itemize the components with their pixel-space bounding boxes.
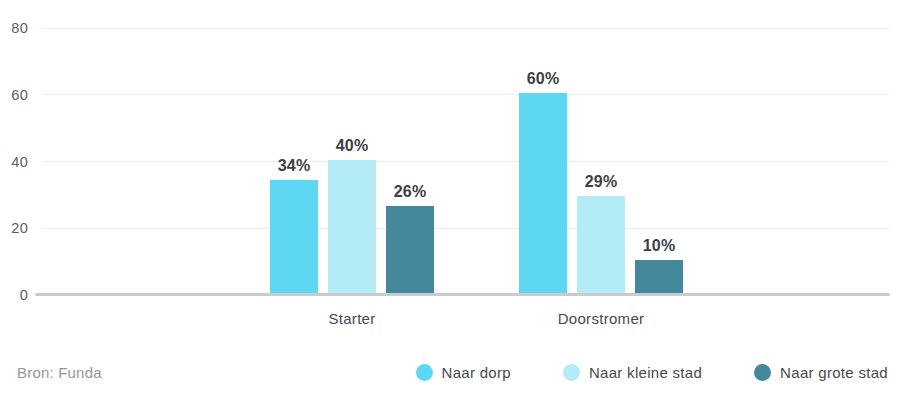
gridline-60 bbox=[42, 94, 890, 95]
y-tick-label-80: 80 bbox=[0, 19, 28, 37]
y-tick-label-60: 60 bbox=[0, 86, 28, 104]
y-tick-label-0: 0 bbox=[0, 286, 28, 304]
bar-starter-naar-grote-stad bbox=[386, 206, 434, 293]
y-tick-label-40: 40 bbox=[0, 153, 28, 171]
legend-dot-icon-naar-grote-stad bbox=[754, 364, 771, 381]
chart-footer: Bron: Funda Naar dorpNaar kleine stadNaa… bbox=[17, 357, 888, 387]
legend-label-naar-grote-stad: Naar grote stad bbox=[780, 364, 888, 381]
x-axis-baseline bbox=[35, 293, 890, 296]
plot-area: 02040608034%40%26%Starter60%29%10%Doorst… bbox=[42, 28, 890, 295]
bar-value-label-doorstromer-naar-dorp: 60% bbox=[527, 70, 560, 88]
legend-dot-icon-naar-kleine-stad bbox=[563, 364, 580, 381]
bar-value-label-doorstromer-naar-grote-stad: 10% bbox=[643, 237, 676, 255]
category-label-starter: Starter bbox=[328, 310, 375, 327]
gridline-80 bbox=[42, 28, 890, 29]
bar-cell-starter-naar-grote-stad: 26% bbox=[386, 183, 434, 293]
legend: Naar dorp Naar kleine stad Naar grote stad bbox=[416, 364, 889, 381]
bar-cell-doorstromer-naar-kleine-stad: 29% bbox=[577, 173, 625, 293]
bar-cell-doorstromer-naar-grote-stad: 10% bbox=[635, 237, 683, 293]
bar-cell-starter-naar-dorp: 34% bbox=[270, 157, 318, 293]
bar-chart-figure: 0 20 40 60 80 34% 40% 26% Starter 60% 29% 10% Doorst… bbox=[0, 0, 901, 402]
bar-cell-doorstromer-naar-dorp: 60% bbox=[519, 70, 567, 293]
category-label-doorstromer: Doorstromer bbox=[558, 310, 645, 327]
bar-value-label-starter-naar-kleine-stad: 40% bbox=[336, 137, 369, 155]
legend-label-naar-dorp: Naar dorp bbox=[442, 364, 511, 381]
bar-doorstromer-naar-grote-stad bbox=[635, 260, 683, 293]
gridline-20 bbox=[42, 228, 890, 229]
legend-item-naar-dorp: Naar dorp bbox=[416, 364, 511, 381]
y-tick-label-20: 20 bbox=[0, 219, 28, 237]
source-caption: Bron: Funda bbox=[17, 364, 102, 381]
bar-starter-naar-kleine-stad bbox=[328, 160, 376, 294]
bar-value-label-starter-naar-grote-stad: 26% bbox=[394, 183, 427, 201]
legend-item-naar-grote-stad: Naar grote stad bbox=[754, 364, 888, 381]
legend-item-naar-kleine-stad: Naar kleine stad bbox=[563, 364, 702, 381]
bar-value-label-starter-naar-dorp: 34% bbox=[278, 157, 311, 175]
bar-group-doorstromer: 60% 29% 10% bbox=[519, 70, 683, 293]
bar-group-starter: 34% 40% 26% bbox=[270, 137, 434, 294]
bar-cell-starter-naar-kleine-stad: 40% bbox=[328, 137, 376, 294]
bar-starter-naar-dorp bbox=[270, 180, 318, 293]
gridline-40 bbox=[42, 161, 890, 162]
legend-label-naar-kleine-stad: Naar kleine stad bbox=[589, 364, 702, 381]
bar-doorstromer-naar-dorp bbox=[519, 93, 567, 293]
bar-value-label-doorstromer-naar-kleine-stad: 29% bbox=[585, 173, 618, 191]
bar-doorstromer-naar-kleine-stad bbox=[577, 196, 625, 293]
legend-dot-icon-naar-dorp bbox=[416, 364, 433, 381]
